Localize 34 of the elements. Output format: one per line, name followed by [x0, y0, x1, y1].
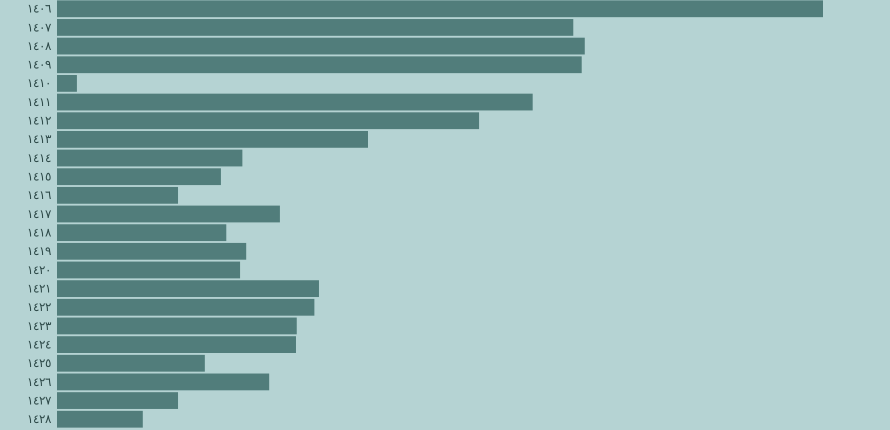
y-tick-label: ١٤٢٣: [27, 318, 52, 333]
bar: [57, 186, 178, 204]
y-tick-label: ١٤٢٠: [27, 262, 51, 277]
y-tick-label: ١٤١٢: [27, 114, 51, 128]
y-tick-label: ١٤٢٢: [27, 300, 51, 314]
y-tick-label: ١٤٠٩: [27, 58, 51, 72]
y-tick-label: ١٤١٧: [27, 206, 52, 221]
bar: [57, 168, 221, 186]
y-tick-label: ١٤٢٨: [27, 412, 52, 426]
y-tick-label: ١٤١٣: [27, 132, 52, 146]
y-tick-label: ١٤١١: [27, 94, 51, 109]
y-tick-label: ١٤٠٧: [27, 20, 52, 34]
y-tick-label: ١٤١٠: [27, 76, 51, 90]
y-tick-label: ١٤١٥: [27, 170, 51, 184]
bar: [57, 298, 314, 316]
y-tick-label: ١٤٢٥: [27, 356, 51, 370]
y-tick-label: ١٤٢١: [27, 281, 51, 296]
bar: [57, 112, 480, 130]
y-tick-label: ١٤١٨: [27, 225, 52, 240]
bar: [57, 242, 246, 260]
y-tick-label: ١٤١٩: [27, 244, 51, 258]
bar: [57, 56, 582, 74]
y-tick-label: ١٤٢٦: [27, 374, 51, 389]
y-tick-label: ١٤٢٧: [27, 393, 52, 408]
y-tick-label: ١٤١٦: [27, 188, 51, 202]
bar: [57, 206, 280, 222]
bar: [57, 354, 205, 372]
y-tick-label: ١٤٠٦: [27, 2, 51, 16]
bar: [57, 224, 226, 242]
bar: [57, 0, 823, 18]
bar: [57, 410, 143, 428]
y-tick-label: ١٤٠٨: [27, 38, 52, 53]
y-tick-label: ١٤١٤: [27, 150, 51, 165]
y-tick-label: ١٤٢٤: [27, 337, 51, 352]
